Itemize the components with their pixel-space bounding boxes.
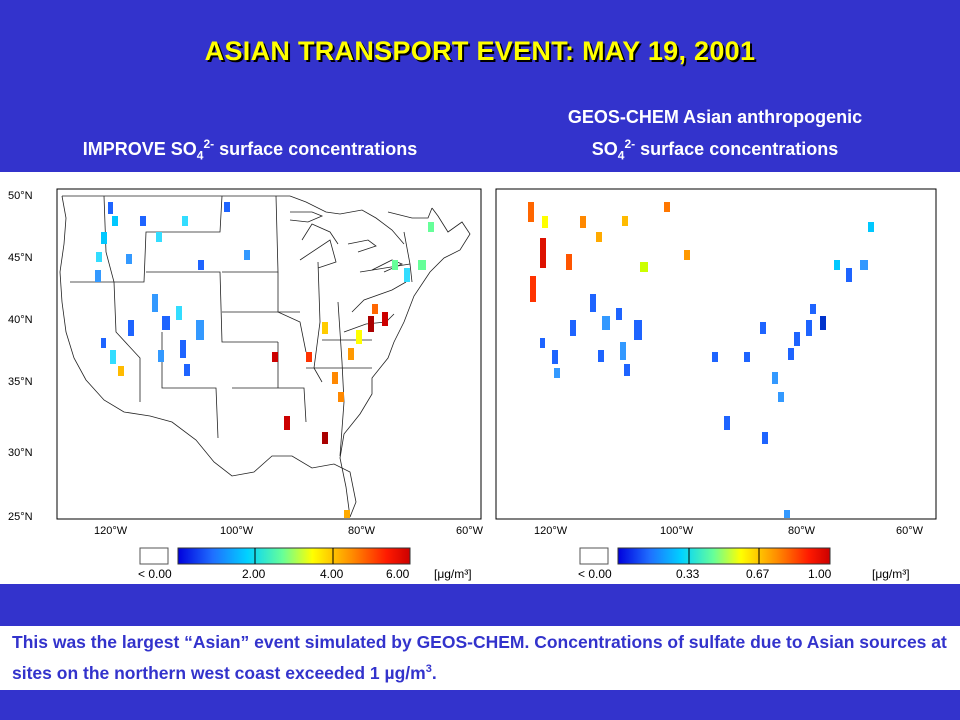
- colorbar-tick: 6.00: [386, 567, 410, 581]
- colorbar-tick: 0.33: [676, 567, 700, 581]
- left-site-markers: [95, 202, 434, 518]
- lon-label: 100°W: [660, 525, 694, 537]
- right-map-subtitle: GEOS-CHEM Asian anthropogenic SO42- surfa…: [567, 107, 863, 163]
- caption-text: This was the largest “Asian” event simul…: [12, 632, 947, 683]
- lon-label: 60°W: [896, 525, 924, 537]
- lat-label: 25°N: [8, 511, 33, 523]
- maps-panel: 50°N 45°N 40°N 35°N 30°N 25°N 120°W 100°…: [0, 172, 960, 584]
- lat-label: 35°N: [8, 376, 33, 388]
- lon-label: 120°W: [534, 525, 568, 537]
- right-site-markers: [528, 202, 874, 518]
- left-map-subtitle: IMPROVE SO42- surface concentrations: [82, 137, 418, 163]
- colorbar-tick: 2.00: [242, 567, 266, 581]
- slide-title: ASIAN TRANSPORT EVENT: MAY 19, 2001: [204, 36, 756, 66]
- maps-figure: 50°N 45°N 40°N 35°N 30°N 25°N 120°W 100°…: [8, 188, 937, 581]
- left-colorbar: < 0.00 2.00 4.00 6.00 [μg/m³]: [138, 547, 472, 581]
- units-label: [μg/m³]: [872, 567, 910, 581]
- colorbar-tick: 0.67: [746, 567, 770, 581]
- colorbar-tick: 4.00: [320, 567, 344, 581]
- left-map: 50°N 45°N 40°N 35°N 30°N 25°N 120°W 100°…: [8, 188, 484, 581]
- lat-label: 40°N: [8, 314, 33, 326]
- caption-box: This was the largest “Asian” event simul…: [0, 626, 960, 690]
- colorbar-tick: < 0.00: [138, 567, 172, 581]
- colorbar-tick: 1.00: [808, 567, 832, 581]
- lat-label: 30°N: [8, 447, 33, 459]
- lat-label: 45°N: [8, 252, 33, 264]
- lon-label: 100°W: [220, 525, 254, 537]
- lon-label: 60°W: [456, 525, 484, 537]
- right-colorbar: < 0.00 0.33 0.67 1.00 [μg/m³]: [578, 547, 910, 581]
- lon-label: 80°W: [788, 525, 816, 537]
- lon-label: 80°W: [348, 525, 376, 537]
- lat-label: 50°N: [8, 190, 33, 202]
- colorbar-tick: < 0.00: [578, 567, 612, 581]
- lon-label: 120°W: [94, 525, 128, 537]
- units-label: [μg/m³]: [434, 567, 472, 581]
- right-map: 120°W 100°W 80°W 60°W < 0.00 0.33 0.67 1…: [495, 188, 937, 581]
